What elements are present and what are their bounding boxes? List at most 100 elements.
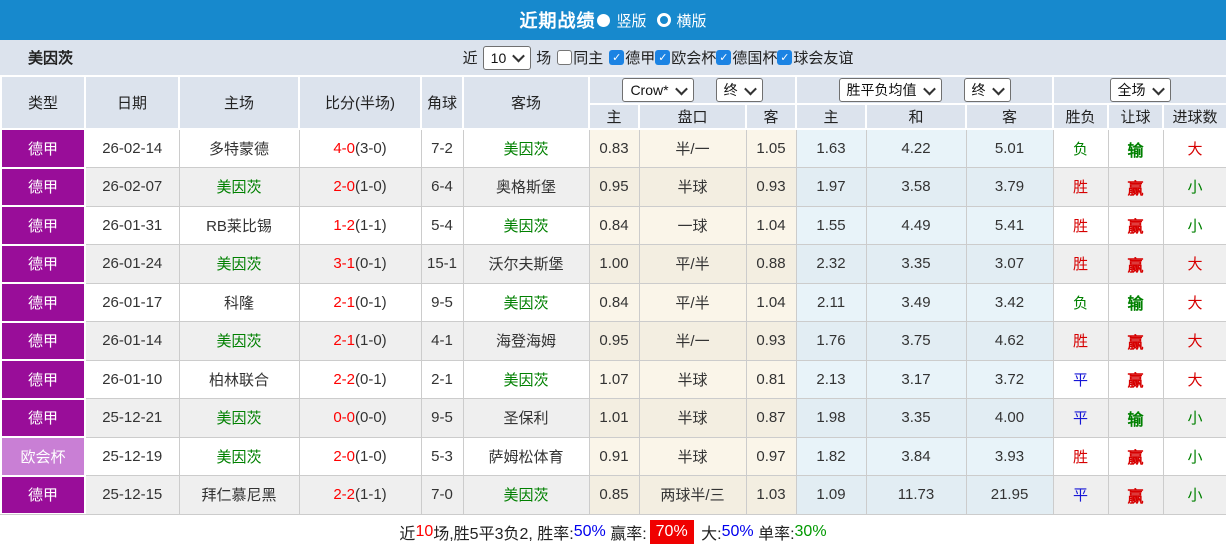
- header-sub-row: 主 盘口 客 主 和 客 胜负 让球 进球数: [1, 103, 1226, 130]
- summary-segment: 10: [415, 522, 434, 540]
- outcome-result: 胜: [1052, 244, 1109, 284]
- filter-bar: 美因茨 近 10 场 同主 ✓ 德甲 ✓ 欧会杯 ✓ 德国杯 ✓ 球会友谊: [0, 40, 1226, 75]
- halftime-score: (0-1): [355, 370, 387, 388]
- filter-checkbox-1[interactable]: ✓ 德甲: [609, 47, 655, 68]
- corner-score: 7-2: [420, 128, 464, 168]
- league-badge: 德甲: [0, 474, 86, 515]
- away-team: 沃尔夫斯堡: [462, 244, 590, 284]
- summary-segment: 大:: [696, 525, 722, 543]
- outcome-result: 平: [1052, 475, 1109, 515]
- avg-home: 1.63: [795, 128, 867, 168]
- subheader-outcome: 胜负: [1052, 103, 1110, 130]
- avg-time-select[interactable]: 终: [963, 78, 1011, 102]
- avg-draw: 3.35: [865, 398, 967, 438]
- odds-time-select[interactable]: 终: [715, 78, 763, 102]
- table-row: 德甲 25-12-21 美因茨 0-0(0-0) 9-5 圣保利 1.01 半球 0.87 1.9…: [0, 397, 1226, 438]
- results-tbody: 德甲 26-02-14 多特蒙德 4-0(3-0) 7-2 美因茨 0.83 半/一 1.05 1…: [0, 128, 1226, 515]
- score-cell: 0-0(0-0): [298, 398, 422, 438]
- handicap-result: 赢: [1107, 167, 1164, 207]
- odds-time-select-value: 终: [723, 82, 738, 98]
- fulltime-score: 3-1: [333, 255, 355, 273]
- avg-home: 2.13: [795, 359, 867, 399]
- subheader-avg-away: 客: [965, 103, 1055, 130]
- col-header-away: 客场: [462, 75, 590, 130]
- filter-checkbox-3[interactable]: ✓ 德国杯: [716, 47, 777, 68]
- filter-checkbox-4[interactable]: ✓ 球会友谊: [777, 47, 853, 68]
- league-badge: 德甲: [0, 205, 86, 246]
- table-row: 德甲 26-02-07 美因茨 2-0(1-0) 6-4 奥格斯堡 0.95 半球 0.93 1.…: [0, 166, 1226, 207]
- layout-radio-horizontal[interactable]: 横版: [656, 10, 707, 31]
- summary-segment: 赢率:: [605, 525, 647, 543]
- handicap-result: 赢: [1107, 359, 1164, 399]
- home-team: 拜仁慕尼黑: [178, 475, 300, 515]
- goals-result: 小: [1162, 205, 1226, 245]
- col-header-score: 比分(半场): [298, 75, 422, 130]
- filter-checkbox-label: 欧会杯: [671, 50, 717, 67]
- summary-segment: 30%: [794, 522, 827, 540]
- halftime-score: (1-1): [355, 216, 387, 234]
- goals-result: 大: [1162, 321, 1226, 361]
- handicap-result: 赢: [1107, 244, 1164, 284]
- period-select[interactable]: 全场: [1109, 78, 1171, 102]
- filter-checkbox-2[interactable]: ✓ 欧会杯: [655, 47, 716, 68]
- score-cell: 2-1(0-1): [298, 282, 422, 322]
- outcome-result: 胜: [1052, 167, 1109, 207]
- title-bar: 近期战绩 竖版 横版: [0, 0, 1226, 40]
- summary-segment: 50%: [721, 522, 754, 540]
- home-team: 科隆: [178, 282, 300, 322]
- avg-group-header: 胜平负均值 终: [795, 75, 1055, 105]
- layout-radio-vertical[interactable]: 竖版: [597, 10, 647, 31]
- avg-draw: 3.75: [865, 321, 967, 361]
- avg-draw: 3.84: [865, 436, 967, 476]
- avg-home: 1.82: [795, 436, 867, 476]
- recent-count-select[interactable]: 10: [482, 45, 532, 70]
- avg-away: 4.62: [965, 321, 1054, 361]
- handicap-line: 半球: [638, 167, 747, 207]
- corner-score: 9-5: [420, 398, 464, 438]
- corner-score: 6-4: [420, 167, 464, 207]
- checkbox-checked-icon: ✓: [655, 50, 671, 65]
- league-badge: 德甲: [0, 243, 86, 284]
- outcome-result: 胜: [1052, 205, 1109, 245]
- chevron-down-icon: [743, 82, 757, 95]
- odds-away: 0.93: [745, 321, 797, 361]
- recent-prefix-label: 近: [462, 50, 478, 67]
- corner-score: 5-3: [420, 436, 464, 476]
- score-cell: 2-1(1-0): [298, 321, 422, 361]
- corner-score: 5-4: [420, 205, 464, 245]
- recent-count-value: 10: [490, 49, 507, 66]
- fulltime-score: 2-0: [333, 178, 355, 196]
- goals-result: 小: [1162, 398, 1226, 438]
- halftime-score: (1-1): [355, 486, 387, 504]
- avg-away: 3.42: [965, 282, 1054, 322]
- avg-home: 1.55: [795, 205, 867, 245]
- avg-away: 21.95: [965, 475, 1054, 515]
- score-cell: 2-0(1-0): [298, 167, 422, 207]
- goals-result: 大: [1162, 359, 1226, 399]
- outcome-result: 平: [1052, 359, 1109, 399]
- avg-away: 3.72: [965, 359, 1054, 399]
- summary-segment: 70%: [649, 519, 694, 544]
- subheader-avg-home: 主: [795, 103, 868, 130]
- handicap-result: 输: [1107, 398, 1164, 438]
- recent-suffix-label: 场: [536, 50, 552, 67]
- subheader-handicap-outcome: 让球: [1107, 103, 1165, 130]
- avg-type-select[interactable]: 胜平负均值: [838, 78, 942, 102]
- odds-home: 0.95: [588, 321, 640, 361]
- bookmaker-select[interactable]: Crow*: [622, 78, 694, 102]
- league-badge: 德甲: [0, 320, 86, 361]
- avg-away: 5.41: [965, 205, 1054, 245]
- avg-away: 3.79: [965, 167, 1054, 207]
- avg-draw: 4.49: [865, 205, 967, 245]
- odds-home: 1.00: [588, 244, 640, 284]
- fulltime-score: 2-2: [333, 370, 355, 388]
- layout-horizontal-label: 横版: [676, 12, 707, 30]
- match-date: 26-01-10: [84, 359, 180, 399]
- filter-checkbox-label: 德甲: [625, 50, 656, 67]
- odds-away: 0.93: [745, 167, 797, 207]
- filter-checkbox-0[interactable]: 同主: [557, 47, 603, 68]
- avg-home: 1.09: [795, 475, 867, 515]
- results-table: 类型 日期 主场 比分(半场) 角球 客场 Crow* 终: [0, 75, 1226, 515]
- summary-segment: 场,胜5平3负2, 胜率:: [433, 525, 574, 543]
- odds-away: 1.05: [745, 128, 797, 168]
